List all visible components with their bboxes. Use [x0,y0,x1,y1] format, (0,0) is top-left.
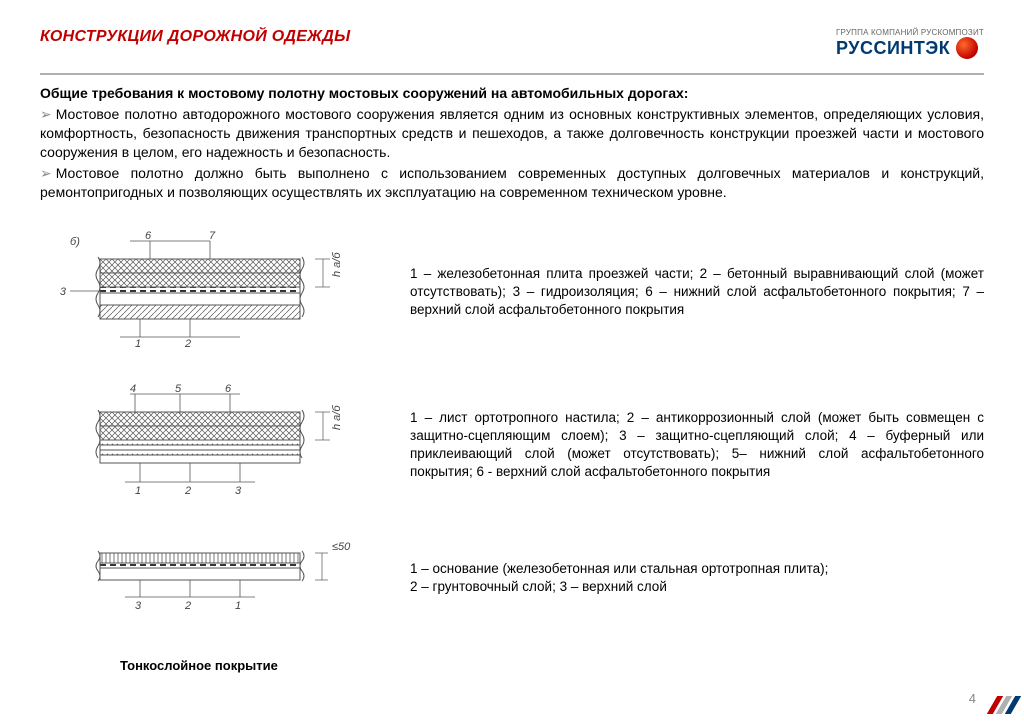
figure-a-legend: 1 – железобетонная плита проезжей части;… [410,265,984,320]
logo-subtitle: ГРУППА КОМПАНИЙ РУСКОМПОЗИТ [836,28,984,37]
figure-c: ≤50 3 2 1 [40,535,370,620]
svg-text:3: 3 [60,286,67,298]
figure-b-legend: 1 – лист ортотропного настила; 2 – антик… [410,409,984,482]
svg-text:1: 1 [135,485,141,497]
svg-text:h а/б: h а/б [331,405,343,430]
logo-text: РУССИНТЭК [836,38,950,59]
figure-a: б) 6 7 h а/б [40,229,370,354]
svg-text:≤50: ≤50 [332,541,351,553]
intro-paragraph-2: Мостовое полотно должно быть выполнено с… [40,164,984,202]
logo-icon [956,37,978,59]
intro-paragraph-1: Мостовое полотно автодорожного мостового… [40,105,984,162]
figure-c-legend: 1 – основание (железобетонная или стальн… [410,560,984,596]
svg-text:2: 2 [184,600,191,612]
svg-text:5: 5 [175,383,182,395]
figure-a-variant: б) [70,236,80,248]
svg-text:1: 1 [135,338,141,349]
page-title: КОНСТРУКЦИИ ДОРОЖНОЙ ОДЕЖДЫ [40,28,350,46]
svg-text:1: 1 [235,600,241,612]
svg-text:3: 3 [135,600,142,612]
svg-text:4: 4 [130,383,136,395]
svg-text:6: 6 [145,230,152,242]
svg-text:2: 2 [184,485,191,497]
logo-block: ГРУППА КОМПАНИЙ РУСКОМПОЗИТ РУССИНТЭК [836,28,984,59]
svg-text:3: 3 [235,485,242,497]
figure-c-caption: Тонкослойное покрытие [40,648,984,673]
footer-stripes-icon [987,696,1021,714]
svg-text:2: 2 [184,338,191,349]
svg-text:h а/б: h а/б [331,252,343,277]
svg-text:6: 6 [225,383,232,395]
intro-heading: Общие требования к мостовому полотну мос… [40,85,984,101]
figure-b: 4 5 6 h а/б [40,382,370,507]
svg-text:7: 7 [209,230,216,242]
page-number: 4 [969,691,976,706]
